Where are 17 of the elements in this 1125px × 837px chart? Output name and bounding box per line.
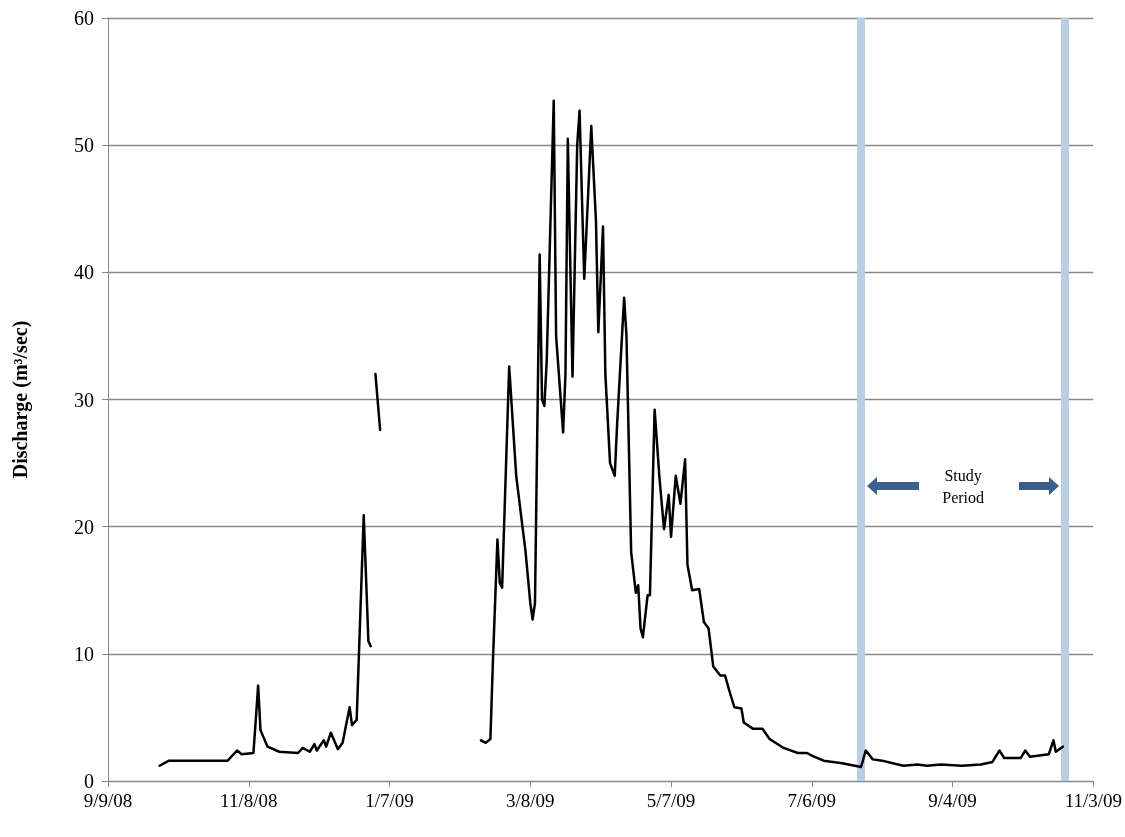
- x-tick-label: 11/3/09: [1064, 790, 1122, 811]
- y-tick-label: 20: [74, 515, 94, 538]
- x-tick-label: 3/8/09: [506, 790, 555, 811]
- y-tick-label: 10: [74, 642, 94, 665]
- y-axis-title: Discharge (m³/sec): [9, 320, 32, 479]
- x-tick-label: 1/7/09: [365, 790, 414, 811]
- annotation: Study Period: [942, 466, 985, 506]
- x-tick-label: 5/7/09: [646, 790, 696, 811]
- y-tick-label: 0: [84, 770, 94, 792]
- x-tick-label: 9/9/08: [83, 790, 133, 811]
- x-tick-label: 7/6/09: [787, 790, 837, 811]
- y-tick-label: 40: [74, 261, 94, 284]
- y-tick-label: 50: [74, 134, 94, 157]
- x-tick-label: 9/4/09: [928, 790, 977, 811]
- y-tick-label: 30: [74, 388, 94, 411]
- x-tick-label: 11/8/08: [220, 790, 278, 811]
- y-tick-label: 60: [74, 7, 94, 29]
